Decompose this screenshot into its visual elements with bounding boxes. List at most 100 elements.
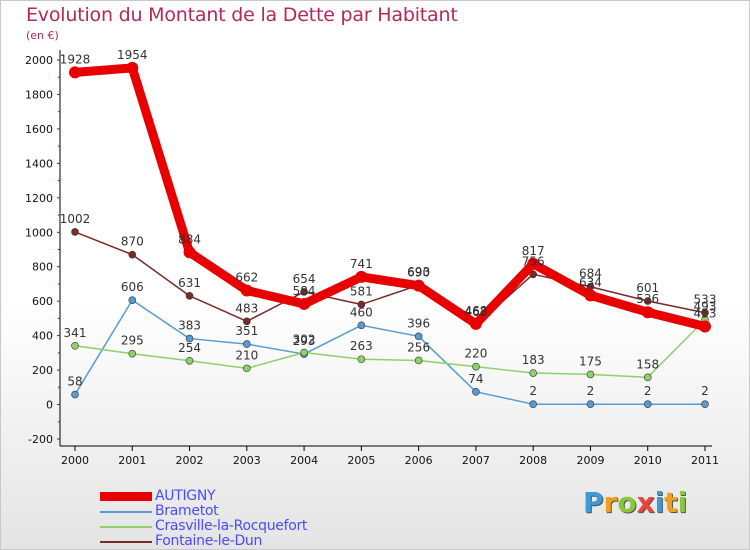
data-label: 183: [522, 353, 545, 367]
data-label: 460: [350, 305, 373, 319]
data-label: 383: [178, 319, 201, 333]
series-line-autigny: [70, 63, 710, 332]
data-point: [643, 373, 652, 382]
data-point: [414, 332, 423, 341]
data-label: 533: [694, 293, 717, 307]
data-label: 295: [121, 334, 144, 348]
data-label: 468: [464, 304, 487, 318]
data-label: 584: [293, 284, 316, 298]
data-label: 634: [579, 275, 602, 289]
data-point: [527, 257, 540, 270]
data-point: [469, 317, 482, 330]
data-label: 817: [522, 244, 545, 258]
chart-title: Evolution du Montant de la Dette par Hab…: [26, 4, 458, 26]
data-point: [701, 308, 709, 317]
data-point: [71, 228, 79, 236]
y-tick-label: 1400: [25, 157, 53, 170]
data-point: [643, 400, 652, 409]
legend-label: Crasville-la-Rocquefort: [155, 518, 308, 534]
x-tick-label: 2004: [290, 454, 318, 467]
data-point: [643, 297, 652, 305]
data-label: 453: [694, 307, 717, 321]
y-tick-label: -200: [28, 433, 53, 446]
data-label: 581: [350, 284, 373, 298]
data-label: 2: [701, 384, 709, 398]
data-point: [128, 296, 137, 304]
data-point: [529, 400, 537, 409]
data-point: [529, 369, 537, 377]
data-point: [529, 270, 537, 279]
data-label: 2: [644, 384, 652, 398]
data-point: [300, 288, 308, 296]
legend-swatch: [100, 492, 152, 501]
y-tick-label: 600: [32, 295, 53, 308]
data-label: 690: [407, 266, 430, 280]
x-tick-label: 2007: [462, 454, 490, 467]
y-tick-label: 1800: [25, 88, 53, 101]
data-point: [300, 348, 308, 357]
legend-label: AUTIGNY: [155, 488, 216, 504]
x-tick-label: 2009: [576, 454, 604, 467]
data-label: 606: [121, 280, 144, 294]
data-point: [243, 317, 251, 326]
data-point: [701, 400, 709, 409]
data-point: [240, 284, 253, 297]
data-label: 220: [464, 347, 487, 361]
data-label: 1928: [60, 52, 91, 66]
data-label: 662: [235, 271, 258, 285]
data-label: 341: [64, 326, 87, 340]
legend-label: Brametot: [155, 503, 219, 519]
data-point: [412, 279, 425, 292]
y-tick-label: 2000: [25, 54, 53, 67]
data-label: 302: [293, 333, 316, 347]
data-label: 2: [529, 384, 537, 398]
data-point: [128, 349, 137, 358]
data-point: [586, 400, 595, 409]
data-label: 158: [636, 357, 659, 371]
logo-letter: P: [583, 486, 604, 519]
data-point: [472, 387, 480, 396]
data-point: [128, 250, 137, 259]
data-point: [414, 356, 423, 365]
x-tick-label: 2003: [233, 454, 261, 467]
x-tick-label: 2001: [118, 454, 146, 467]
data-label: 741: [350, 257, 373, 271]
y-tick-label: 1200: [25, 192, 53, 205]
logo-letter: o: [617, 486, 637, 519]
data-label: 493: [694, 300, 717, 314]
x-tick-label: 2005: [347, 454, 375, 467]
y-tick-label: 1000: [25, 226, 53, 239]
data-label: 175: [579, 354, 602, 368]
data-label: 1954: [117, 48, 148, 62]
x-tick-label: 2008: [519, 454, 547, 467]
data-label: 870: [121, 235, 144, 249]
series-line-crasville-la-rocquefort: [74, 318, 706, 379]
data-label: 256: [407, 340, 430, 354]
data-label: 396: [407, 316, 430, 330]
data-label: 1002: [60, 212, 91, 226]
data-point: [185, 356, 194, 365]
data-point: [183, 246, 196, 259]
data-label: 684: [579, 267, 602, 281]
legend-swatch: [100, 511, 152, 513]
data-label: 2: [587, 384, 595, 398]
legend-swatch: [100, 541, 152, 543]
data-point: [586, 370, 595, 379]
data-label: 263: [350, 339, 373, 353]
data-label: 756: [522, 254, 545, 268]
data-label: 654: [293, 272, 316, 286]
data-point: [298, 297, 311, 310]
logo-letter: x: [636, 486, 655, 519]
y-tick-label: 1600: [25, 123, 53, 136]
data-label: 58: [67, 375, 82, 389]
data-label: 601: [636, 281, 659, 295]
logo-letter: t: [664, 486, 678, 519]
data-point: [185, 334, 194, 343]
data-point: [185, 292, 194, 300]
data-point: [243, 364, 251, 373]
x-tick-label: 2000: [61, 454, 89, 467]
x-tick-label: 2010: [634, 454, 662, 467]
data-point: [126, 61, 139, 74]
data-label: 74: [468, 372, 483, 386]
